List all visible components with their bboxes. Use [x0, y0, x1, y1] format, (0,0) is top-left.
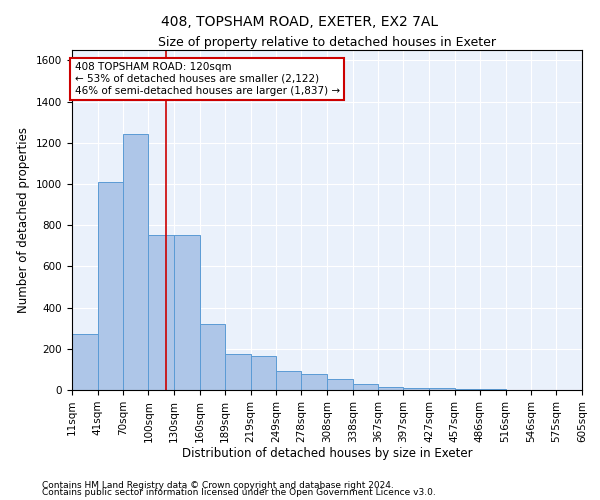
Text: Contains HM Land Registry data © Crown copyright and database right 2024.: Contains HM Land Registry data © Crown c… [42, 480, 394, 490]
Bar [174, 236, 200, 390]
Bar [225, 354, 251, 390]
Bar [327, 378, 353, 390]
Bar [455, 389, 480, 390]
Bar [353, 384, 377, 390]
Y-axis label: Number of detached properties: Number of detached properties [17, 127, 31, 313]
Bar [403, 388, 429, 390]
Bar [480, 389, 506, 390]
X-axis label: Distribution of detached houses by size in Exeter: Distribution of detached houses by size … [182, 448, 472, 460]
Bar [301, 374, 327, 390]
Bar [251, 356, 277, 390]
Bar [377, 387, 403, 390]
Bar [148, 236, 174, 390]
Bar [98, 182, 122, 390]
Text: 408 TOPSHAM ROAD: 120sqm
← 53% of detached houses are smaller (2,122)
46% of sem: 408 TOPSHAM ROAD: 120sqm ← 53% of detach… [74, 62, 340, 96]
Bar [200, 324, 225, 390]
Title: Size of property relative to detached houses in Exeter: Size of property relative to detached ho… [158, 36, 496, 49]
Bar [429, 388, 455, 390]
Text: Contains public sector information licensed under the Open Government Licence v3: Contains public sector information licen… [42, 488, 436, 497]
Bar [72, 334, 98, 390]
Text: 408, TOPSHAM ROAD, EXETER, EX2 7AL: 408, TOPSHAM ROAD, EXETER, EX2 7AL [161, 15, 439, 29]
Bar [122, 134, 148, 390]
Bar [277, 372, 301, 390]
